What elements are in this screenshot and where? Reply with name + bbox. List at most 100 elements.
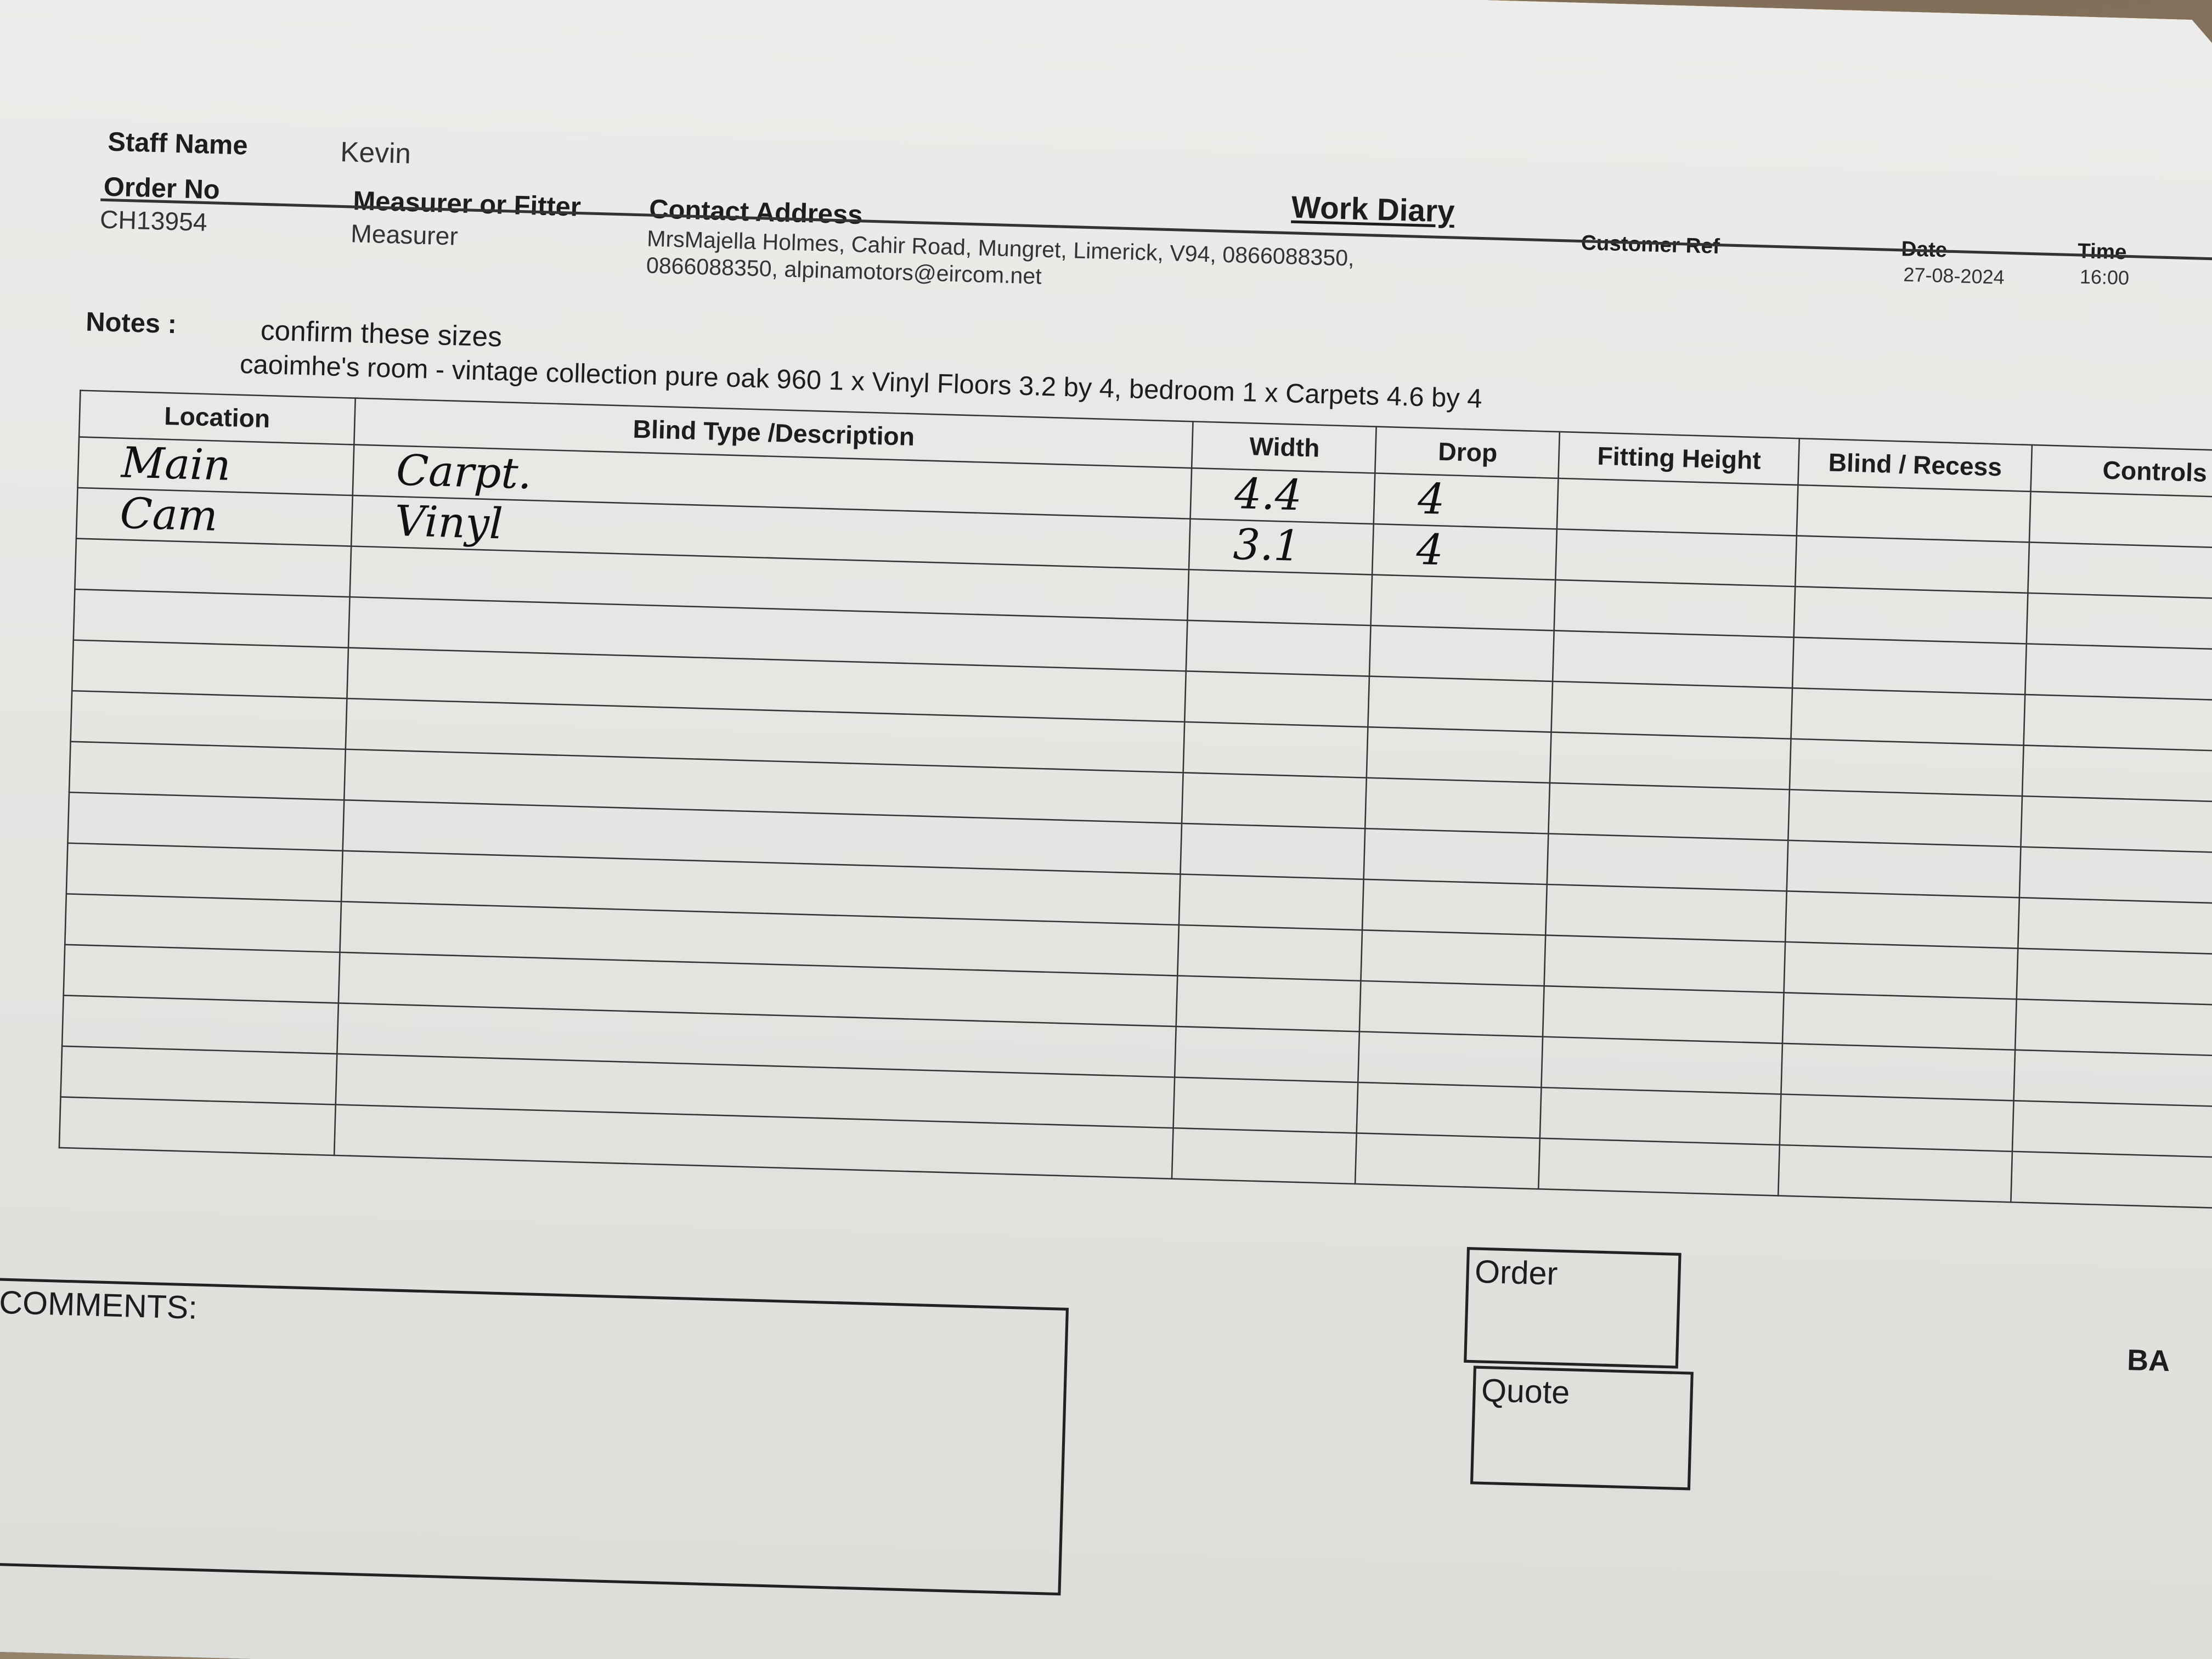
date-value: 27-08-2024 [1903, 263, 2005, 289]
column-header: Controls [2031, 445, 2212, 498]
measurer-fitter-label: Measurer or Fitter [352, 187, 582, 223]
table-cell[interactable] [1174, 1077, 1359, 1133]
table-cell[interactable] [61, 1046, 337, 1105]
notes-line1: confirm these sizes [260, 315, 503, 354]
table-cell[interactable] [1790, 739, 2023, 796]
table-cell[interactable] [1787, 840, 2021, 898]
order-label: Order [1474, 1252, 1559, 1292]
table-cell[interactable]: 4.4 [1191, 468, 1376, 524]
table-cell[interactable] [1556, 529, 1797, 586]
table-cell[interactable] [2015, 999, 2212, 1057]
table-cell[interactable] [1797, 485, 2030, 542]
table-cell[interactable] [1360, 981, 1544, 1037]
table-cell[interactable] [1784, 942, 2018, 999]
table-cell[interactable] [1177, 976, 1362, 1032]
table-cell[interactable] [2025, 644, 2212, 701]
table-cell[interactable] [1794, 586, 2028, 644]
table-cell[interactable] [1356, 1133, 1540, 1189]
table-cell[interactable] [1781, 1043, 2015, 1101]
table-cell[interactable] [67, 792, 344, 851]
table-cell[interactable] [1363, 879, 1547, 935]
table-cell[interactable]: Cam [76, 488, 353, 546]
table-cell[interactable] [64, 945, 340, 1003]
table-cell[interactable] [2022, 746, 2212, 803]
table-cell[interactable] [1187, 620, 1372, 676]
table-cell[interactable] [1367, 727, 1551, 783]
table-cell[interactable] [2027, 593, 2212, 651]
table-cell[interactable] [1372, 575, 1556, 631]
table-cell[interactable] [1779, 1145, 2012, 1202]
table-cell[interactable] [1541, 1087, 1781, 1145]
table-cell[interactable] [2012, 1101, 2212, 1158]
table-cell[interactable] [72, 640, 348, 699]
table-cell[interactable] [2011, 1152, 2211, 1209]
column-header: Width [1192, 421, 1376, 473]
table-cell[interactable] [1550, 732, 1791, 790]
table-cell[interactable] [1780, 1094, 2013, 1151]
table-cell[interactable] [66, 843, 343, 902]
table-cell[interactable] [59, 1097, 336, 1155]
table-cell[interactable] [2028, 542, 2211, 600]
table-cell[interactable] [2019, 847, 2212, 905]
table-cell[interactable] [1185, 671, 1370, 727]
table-cell[interactable] [1788, 789, 2022, 847]
staff-name-value: Kevin [340, 137, 411, 171]
table-cell[interactable] [1182, 772, 1367, 828]
table-cell[interactable] [1357, 1082, 1542, 1138]
table-cell[interactable] [1539, 1138, 1780, 1196]
table-cell[interactable] [1178, 925, 1363, 981]
table-cell[interactable] [1792, 637, 2026, 695]
table-cell[interactable] [65, 894, 341, 952]
table-cell[interactable] [1551, 681, 1792, 739]
table-cell[interactable]: 3.1 [1189, 519, 1374, 575]
table-cell[interactable] [1782, 992, 2016, 1049]
table-cell[interactable] [2017, 949, 2212, 1006]
table-cell[interactable] [1368, 676, 1553, 732]
table-cell[interactable] [1370, 625, 1554, 681]
table-cell[interactable] [1554, 580, 1795, 637]
table-cell[interactable] [1361, 930, 1545, 986]
table-cell[interactable] [2021, 796, 2212, 854]
table-cell[interactable] [1543, 986, 1784, 1043]
table-cell[interactable] [1365, 778, 1550, 834]
table-cell[interactable] [69, 742, 346, 800]
table-cell[interactable] [1546, 884, 1787, 942]
table-cell[interactable] [1791, 688, 2025, 745]
table-cell[interactable] [2024, 695, 2212, 752]
table-cell[interactable] [1184, 722, 1369, 778]
table-cell[interactable]: 4 [1374, 473, 1559, 529]
table-cell[interactable] [71, 691, 347, 749]
comments-box[interactable]: COMMENTS: [0, 1278, 1069, 1595]
table-cell[interactable]: 4 [1373, 524, 1557, 580]
table-cell[interactable] [74, 589, 350, 648]
table-cell[interactable]: Main [78, 437, 354, 496]
table-cell[interactable] [1364, 828, 1549, 884]
table-cell[interactable] [1172, 1128, 1357, 1184]
measurer-fitter-value: Measurer [350, 219, 459, 251]
order-checkbox-box[interactable]: Order [1464, 1247, 1681, 1369]
table-cell[interactable] [2014, 1050, 2212, 1108]
table-cell[interactable] [75, 539, 351, 597]
table-cell[interactable] [1548, 834, 1788, 891]
table-cell[interactable] [1181, 823, 1366, 879]
table-cell[interactable] [1544, 935, 1785, 993]
table-cell[interactable] [1558, 478, 1798, 536]
staff-name-label: Staff Name [107, 128, 249, 162]
time-label: Time [2077, 239, 2128, 265]
table-cell[interactable] [2029, 492, 2212, 549]
table-cell[interactable] [2018, 898, 2212, 955]
notes-label: Notes : [85, 308, 177, 341]
table-cell[interactable] [1358, 1031, 1543, 1087]
table-cell[interactable] [1188, 569, 1373, 625]
table-cell[interactable] [1175, 1026, 1360, 1082]
table-cell[interactable] [62, 995, 338, 1054]
table-cell[interactable] [1549, 783, 1790, 840]
table-cell[interactable] [1553, 630, 1794, 688]
quote-checkbox-box[interactable]: Quote [1470, 1365, 1694, 1490]
order-no-value: CH13954 [99, 205, 208, 237]
table-cell[interactable] [1796, 536, 2029, 593]
table-cell[interactable] [1542, 1037, 1782, 1094]
table-cell[interactable] [1786, 891, 2019, 948]
table-cell[interactable] [1180, 874, 1364, 930]
